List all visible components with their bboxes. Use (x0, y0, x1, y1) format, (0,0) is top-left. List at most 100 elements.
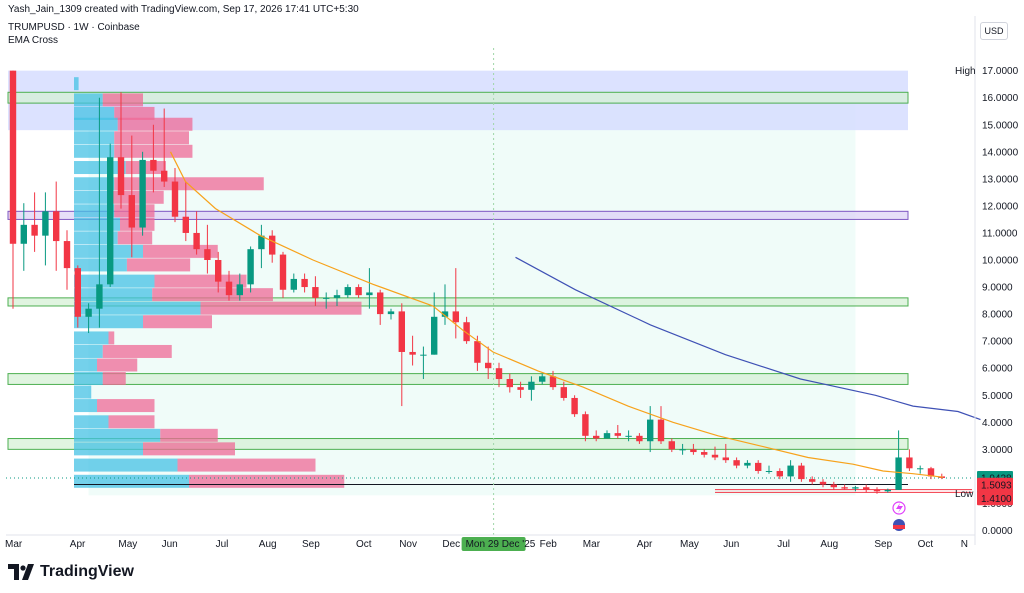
candle-body-down[interactable] (377, 292, 384, 315)
candle-body-down[interactable] (279, 254, 287, 290)
candle-body-up[interactable] (420, 354, 427, 356)
zone-purple-2[interactable] (7, 210, 909, 220)
candle-body-up[interactable] (625, 435, 632, 437)
candle-body-down[interactable] (863, 487, 870, 490)
candle-body-down[interactable] (657, 419, 665, 442)
candle-body-down[interactable] (452, 311, 459, 323)
currency-selector[interactable]: USD (980, 22, 1008, 40)
candle-body-down[interactable] (312, 287, 319, 298)
candle-body-up[interactable] (236, 284, 243, 296)
candle-body-up[interactable] (247, 249, 254, 285)
candle-body-down[interactable] (809, 479, 816, 482)
candle-body-up[interactable] (917, 468, 924, 470)
candle-body-up[interactable] (387, 311, 395, 315)
candle-body-up[interactable] (96, 284, 103, 309)
candle-body-down[interactable] (182, 216, 189, 233)
candle-body-up[interactable] (258, 235, 265, 250)
candle-body-up[interactable] (744, 462, 751, 466)
candle-body-down[interactable] (193, 232, 200, 250)
candle-body-down[interactable] (798, 465, 805, 480)
candle-body-down[interactable] (171, 181, 179, 217)
candle-body-down[interactable] (873, 489, 881, 492)
candle-body-up[interactable] (679, 449, 686, 451)
candle-body-down[interactable] (506, 379, 513, 388)
candle-body-up[interactable] (603, 433, 611, 439)
candle-body-down[interactable] (355, 287, 362, 296)
candle-body-down[interactable] (53, 211, 60, 242)
candle-body-down[interactable] (776, 470, 783, 477)
candle-body-up[interactable] (20, 224, 27, 244)
candle-body-up[interactable] (787, 465, 794, 477)
candle-body-up[interactable] (852, 487, 859, 489)
candle-body-down[interactable] (225, 281, 233, 296)
candle-body-down[interactable] (215, 260, 222, 282)
candle-body-down[interactable] (117, 157, 125, 196)
candle-body-down[interactable] (485, 362, 492, 369)
candle-body-down[interactable] (409, 351, 416, 355)
zone-green-3[interactable] (7, 297, 909, 307)
candle-body-down[interactable] (150, 159, 157, 171)
candle-body-up[interactable] (441, 311, 449, 317)
candle-body-down[interactable] (636, 435, 643, 442)
candle-body-down[interactable] (398, 311, 405, 352)
candle-body-up[interactable] (107, 157, 114, 285)
candle-body-up[interactable] (528, 381, 535, 390)
volume-profile-bar-up (74, 474, 189, 488)
candle-body-up[interactable] (884, 489, 891, 492)
candle-body-up[interactable] (139, 159, 146, 228)
candle-body-down[interactable] (690, 449, 697, 453)
lightning-event-icon[interactable] (892, 501, 906, 515)
candle-body-down[interactable] (560, 387, 567, 398)
volume-profile-bar-down (114, 177, 264, 191)
candle-body-down[interactable] (733, 460, 740, 466)
candle-body-down[interactable] (593, 435, 600, 439)
candle-body-down[interactable] (819, 481, 827, 485)
candle-body-down[interactable] (841, 487, 848, 489)
time-tick-label: Oct (918, 539, 934, 550)
candle-body-down[interactable] (722, 457, 729, 461)
candle-body-down[interactable] (463, 322, 470, 342)
candle-body-up[interactable] (647, 419, 654, 442)
candle-body-down[interactable] (474, 341, 481, 363)
zone-green-1[interactable] (7, 91, 909, 104)
candle-body-up[interactable] (344, 287, 351, 296)
candle-body-up[interactable] (765, 470, 773, 472)
zone-green-4[interactable] (7, 373, 909, 385)
candle-body-down[interactable] (614, 433, 621, 436)
candle-body-down[interactable] (755, 462, 762, 471)
candle-body-up[interactable] (290, 278, 297, 290)
time-tick-label: Apr (70, 539, 86, 550)
candle-body-up[interactable] (42, 211, 49, 236)
candle-body-up[interactable] (539, 376, 546, 382)
candle-body-up[interactable] (333, 295, 341, 298)
candle-body-down[interactable] (668, 441, 675, 450)
candle-body-down[interactable] (711, 454, 719, 458)
candle-body-down[interactable] (906, 457, 913, 469)
candle-body-up[interactable] (366, 292, 373, 296)
candle-body-down[interactable] (517, 387, 524, 390)
candle-body-up[interactable] (323, 297, 330, 299)
candle-body-down[interactable] (582, 414, 589, 436)
candle-body-down[interactable] (31, 224, 38, 236)
candle-body-down[interactable] (701, 452, 708, 455)
candle-body-down[interactable] (161, 170, 168, 182)
indicator-label[interactable]: EMA Cross (8, 35, 59, 46)
candle-body-down[interactable] (830, 484, 837, 488)
candle-body-down[interactable] (269, 235, 276, 255)
candle-body-up[interactable] (85, 308, 92, 317)
candle-body-down[interactable] (495, 368, 503, 380)
candle-body-down[interactable] (927, 468, 935, 477)
candle-body-down[interactable] (549, 376, 557, 388)
zone-green-5[interactable] (7, 438, 909, 450)
candle-body-up[interactable] (895, 457, 902, 490)
candle-body-down[interactable] (571, 397, 578, 415)
candle-body-down[interactable] (128, 195, 135, 228)
candle-body-down[interactable] (204, 249, 211, 260)
candle-body-down[interactable] (74, 268, 81, 317)
volume-profile-bar-up (74, 274, 155, 288)
candle-body-down[interactable] (9, 70, 17, 244)
candle-body-down[interactable] (63, 241, 71, 269)
candle-body-up[interactable] (431, 316, 438, 355)
candle-body-down[interactable] (301, 278, 308, 288)
